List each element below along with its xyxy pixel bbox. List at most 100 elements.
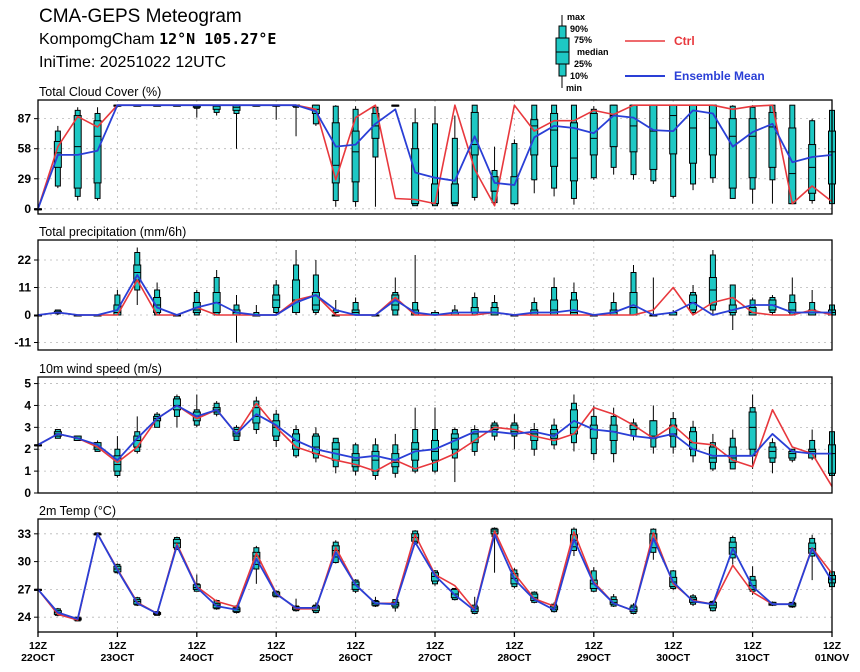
x-tick-date: 30OCT bbox=[656, 652, 690, 664]
station-name: KompomgCham bbox=[39, 31, 155, 48]
iqr-box bbox=[589, 112, 598, 156]
panel-title: 10m wind speed (m/s) bbox=[39, 362, 162, 376]
station-coords: 12°N 105.27°E bbox=[159, 30, 277, 48]
iqr-box bbox=[768, 111, 777, 168]
box-whisker bbox=[192, 104, 201, 118]
panel-3: 10m wind speed (m/s) 0 1 2 3 4 5 bbox=[24, 362, 836, 500]
iqr-box bbox=[331, 442, 340, 461]
iqr-box bbox=[728, 118, 737, 189]
legend-median: median bbox=[577, 47, 609, 57]
box-whisker bbox=[649, 405, 658, 454]
legend-inner-box-icon bbox=[555, 37, 570, 65]
iqr-box bbox=[292, 279, 301, 313]
y-tick-label: 22 bbox=[18, 253, 32, 267]
legend-mean-label: Ensemble Mean bbox=[674, 69, 765, 83]
box-whisker bbox=[530, 104, 539, 194]
panel-title: Total Cloud Cover (%) bbox=[39, 85, 161, 99]
box-whisker bbox=[292, 250, 301, 315]
legend-ctrl-label: Ctrl bbox=[674, 34, 695, 48]
x-tick-hour: 12Z bbox=[188, 640, 207, 652]
y-tick-label: 29 bbox=[18, 172, 32, 186]
legend-p75: 75% bbox=[574, 35, 592, 45]
box-whisker bbox=[669, 104, 678, 199]
box-whisker bbox=[212, 104, 221, 116]
box-whisker bbox=[689, 104, 698, 191]
box-whisker bbox=[450, 115, 459, 207]
iqr-box bbox=[589, 424, 598, 439]
box-whisker bbox=[649, 104, 658, 184]
y-tick-label: 58 bbox=[18, 142, 32, 156]
box-whisker bbox=[708, 250, 717, 315]
y-tick-label: 33 bbox=[18, 527, 32, 541]
box-whisker bbox=[311, 427, 320, 463]
iqr-box bbox=[708, 277, 717, 306]
x-tick-hour: 12Z bbox=[823, 640, 842, 652]
y-tick-label: 27 bbox=[18, 582, 32, 596]
box-whisker bbox=[351, 106, 360, 207]
iqr-box bbox=[609, 104, 618, 148]
iqr-box bbox=[371, 450, 380, 472]
iqr-box bbox=[490, 307, 499, 316]
iqr-box bbox=[748, 307, 757, 316]
iqr-box bbox=[569, 122, 578, 182]
box-whisker bbox=[510, 414, 519, 450]
box-whisker bbox=[93, 107, 102, 201]
box-whisker bbox=[609, 104, 618, 175]
box-whisker bbox=[708, 433, 717, 472]
p10-p90-box bbox=[451, 137, 458, 207]
station-line: KompomgCham 12°N 105.27°E bbox=[39, 30, 276, 49]
iqr-box bbox=[748, 411, 757, 450]
chart-title: CMA-GEPS Meteogram bbox=[39, 6, 242, 27]
box-whisker bbox=[411, 407, 420, 474]
panel-frame bbox=[37, 239, 833, 351]
legend-p25: 25% bbox=[574, 59, 592, 69]
box-whisker bbox=[292, 104, 301, 137]
box-whisker bbox=[351, 442, 360, 476]
ensemble-mean-line bbox=[37, 274, 832, 316]
iqr-box bbox=[728, 446, 737, 463]
x-tick-hour: 12Z bbox=[505, 640, 524, 652]
y-tick-label: 2 bbox=[24, 442, 31, 456]
iqr-box bbox=[450, 183, 459, 205]
y-tick-label: 0 bbox=[24, 486, 31, 500]
box-whisker bbox=[351, 297, 360, 316]
box-whisker bbox=[232, 295, 241, 343]
box-whisker bbox=[629, 104, 638, 180]
legend-min: min bbox=[566, 83, 582, 93]
iqr-box bbox=[470, 111, 479, 156]
box-whisker bbox=[391, 104, 400, 107]
x-tick-hour: 12Z bbox=[267, 640, 286, 652]
box-whisker bbox=[391, 433, 400, 478]
y-tick-label: 4 bbox=[24, 398, 31, 412]
y-tick-label: 87 bbox=[18, 112, 32, 126]
panel-2: Total precipitation (mm/6h) -11 0 11 22 bbox=[14, 225, 836, 351]
y-tick-label: 0 bbox=[24, 308, 31, 322]
init-time: IniTime: 20251022 12UTC bbox=[39, 54, 227, 71]
iqr-box bbox=[411, 148, 420, 205]
box-whisker bbox=[272, 104, 281, 120]
legend-p10: 10% bbox=[570, 71, 588, 81]
box-whisker bbox=[311, 260, 320, 315]
box-whisker bbox=[768, 438, 777, 474]
box-whisker bbox=[490, 420, 499, 441]
box-whisker bbox=[550, 277, 559, 316]
box-whisker bbox=[391, 277, 400, 316]
iqr-box bbox=[748, 118, 757, 179]
panel-title: Total precipitation (mm/6h) bbox=[39, 225, 186, 239]
iqr-box bbox=[768, 446, 777, 459]
iqr-box bbox=[351, 130, 360, 183]
box-whisker bbox=[728, 429, 737, 470]
ensemble-mean-line bbox=[37, 404, 832, 462]
iqr-box bbox=[550, 112, 559, 167]
box-whisker bbox=[569, 104, 578, 205]
x-tick-date: 01NOV bbox=[815, 652, 849, 664]
iqr-box bbox=[629, 104, 638, 153]
iqr-box bbox=[272, 294, 281, 308]
x-tick-hour: 12Z bbox=[744, 640, 763, 652]
iqr-box bbox=[113, 455, 122, 472]
box-whisker bbox=[609, 407, 618, 463]
iqr-box bbox=[172, 398, 181, 411]
box-whisker bbox=[192, 290, 201, 316]
box-whisker bbox=[331, 437, 340, 474]
